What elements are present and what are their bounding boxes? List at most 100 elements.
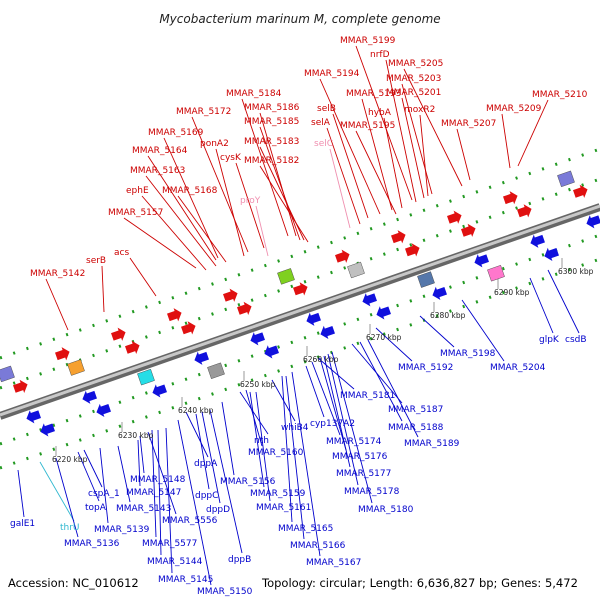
gene-label-forward: MMAR_5172: [176, 107, 231, 117]
gene-label-reverse: cyp137A2: [310, 419, 355, 429]
gene-label-reverse: MMAR_5161: [256, 503, 311, 513]
scale-tick-label: 6290 kbp: [494, 288, 530, 297]
forward-gene-arrow: [517, 204, 532, 218]
forward-gene-arrow: [167, 308, 182, 322]
leader-line-forward: [456, 128, 471, 181]
reverse-gene-arrow: [362, 293, 377, 307]
forward-gene-arrow: [461, 223, 476, 237]
gene-label-reverse: MMAR_5147: [126, 488, 181, 498]
gene-label-reverse: MMAR_5145: [158, 575, 213, 585]
gene-label-reverse: MMAR_5139: [94, 525, 150, 535]
gene-label-forward: MMAR_5199: [340, 36, 396, 46]
gene-label-forward: MMAR_5182: [244, 156, 299, 166]
forward-gene-arrow: [347, 261, 365, 279]
gene-label-reverse: MMAR_5198: [440, 349, 496, 359]
gene-label-forward: MMAR_5207: [441, 119, 496, 129]
gene-label-reverse: dppA: [194, 459, 218, 469]
leader-line-forward: [517, 99, 549, 167]
leader-line-forward: [259, 165, 309, 243]
leader-line-reverse: [201, 411, 221, 504]
gene-label-forward: MMAR_5184: [226, 89, 282, 99]
reverse-gene-arrow: [487, 265, 505, 282]
leader-line-forward: [259, 126, 301, 241]
forward-gene-arrow: [293, 282, 308, 296]
leader-line-reverse: [305, 365, 325, 418]
leader-line-reverse: [117, 445, 131, 503]
leader-line-reverse: [319, 357, 347, 451]
reverse-gene-arrow: [306, 312, 321, 326]
gene-label-forward: MMAR_5157: [108, 208, 163, 218]
reverse-gene-arrow: [376, 306, 391, 320]
leader-line-reverse: [281, 375, 293, 523]
leader-line-reverse: [285, 375, 305, 540]
gene-label-reverse: dppD: [206, 505, 230, 515]
gene-label-reverse: glpK: [539, 335, 560, 345]
gene-label-forward: MMAR_5164: [132, 146, 188, 156]
forward-gene-arrow: [0, 365, 15, 383]
leader-line-reverse: [291, 371, 321, 557]
leader-line-forward: [241, 98, 289, 237]
gene-label-forward: hybA: [368, 108, 392, 118]
gene-label-reverse: MMAR_5160: [248, 448, 304, 458]
scale-tick-label: 6260 kbp: [303, 355, 339, 364]
gene-label-reverse: MMAR_5150: [197, 587, 253, 597]
leader-line-forward: [401, 97, 425, 199]
leader-line-reverse: [99, 447, 109, 524]
leader-line-reverse: [547, 269, 580, 334]
forward-gene-arrow: [405, 243, 420, 257]
gene-label-forward: MMAR_5194: [304, 69, 360, 79]
gene-label-forward: proY: [240, 196, 261, 206]
gene-label-reverse: MMAR_5204: [490, 363, 546, 373]
leader-line-reverse: [375, 327, 413, 362]
gene-label-reverse: MMAR_5187: [388, 405, 443, 415]
leader-line-forward: [319, 78, 381, 215]
reverse-gene-arrow: [320, 325, 335, 340]
leader-line-reverse: [17, 469, 25, 518]
leader-line-forward: [147, 155, 217, 261]
leader-line-forward: [215, 148, 245, 257]
gene-label-forward: MMAR_5203: [386, 74, 441, 84]
gene-label-reverse: MMAR_5176: [332, 452, 388, 462]
leader-line-forward: [259, 112, 297, 237]
reverse-gene-arrow: [152, 384, 167, 398]
reverse-gene-arrow: [474, 254, 489, 268]
leader-line-reverse: [529, 277, 554, 334]
gene-label-reverse: MMAR_5577: [142, 539, 197, 549]
gene-label-forward: MMAR_5185: [244, 117, 299, 127]
leader-line-forward: [329, 148, 351, 229]
forward-gene-arrow: [277, 268, 295, 285]
leader-line-reverse: [39, 461, 75, 522]
gene-label-reverse: MMAR_5136: [64, 539, 120, 549]
gene-label-reverse: MMAR_5167: [306, 558, 361, 568]
reverse-gene-arrow: [82, 390, 97, 404]
leader-line-reverse: [185, 411, 209, 458]
gene-label-forward: serB: [86, 256, 106, 266]
leader-line-forward: [385, 59, 417, 203]
leader-line-reverse: [249, 391, 265, 488]
scale-tick-label: 6230 kbp: [118, 431, 154, 440]
leader-line-reverse: [255, 391, 271, 502]
gene-label-forward: MMAR_5193: [346, 89, 401, 99]
gene-label-reverse: dppB: [228, 555, 251, 565]
gene-label-reverse: MMAR_5159: [250, 489, 306, 499]
leader-line-reverse: [177, 419, 212, 586]
leader-line-forward: [355, 130, 397, 215]
gene-label-forward: MMAR_5163: [130, 166, 185, 176]
genome-info-text: Topology: circular; Length: 6,636,827 bp…: [261, 576, 578, 590]
gene-label-reverse: MMAR_5165: [278, 524, 333, 534]
gene-label-forward: cysK: [220, 153, 242, 163]
forward-gene-arrow: [13, 379, 28, 393]
forward-gene-arrow: [557, 170, 575, 188]
leader-line-forward: [361, 98, 393, 211]
map-title: Mycobacterium marinum M, complete genome: [159, 12, 440, 26]
gene-label-reverse: nth: [254, 436, 269, 446]
gene-label-reverse: MMAR_5148: [130, 475, 186, 485]
gene-label-forward: MMAR_5210: [532, 90, 588, 100]
leader-line-forward: [123, 217, 197, 269]
leader-line-reverse: [137, 439, 141, 487]
gene-label-forward: MMAR_5205: [388, 59, 443, 69]
gene-label-forward: moxR2: [404, 105, 435, 115]
leader-line-forward: [101, 265, 105, 313]
gene-label-reverse: MMAR_5156: [220, 477, 276, 487]
